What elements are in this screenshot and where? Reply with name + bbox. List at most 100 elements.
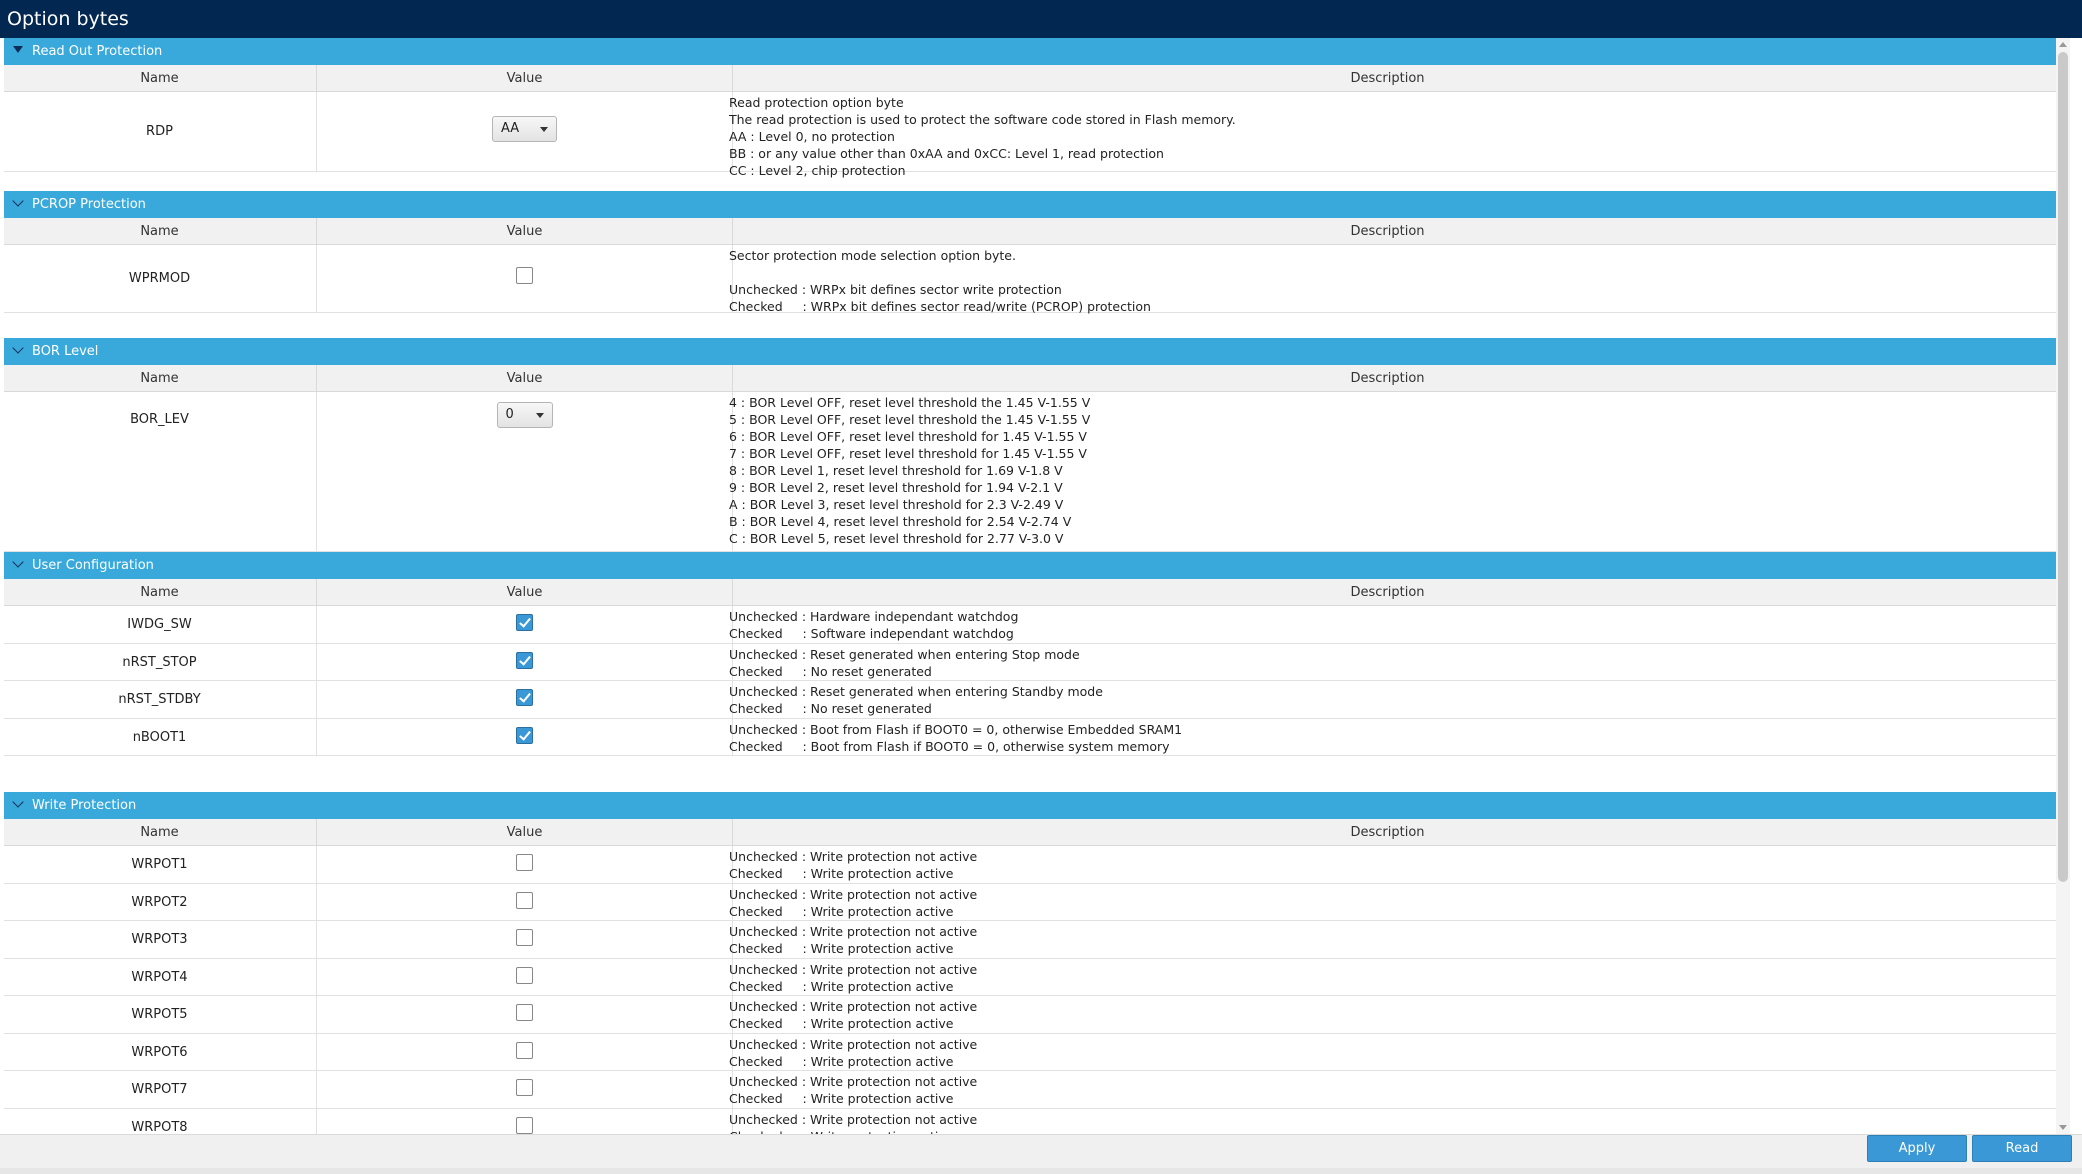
option-name: WRPOT5: [131, 1007, 188, 1022]
option-name: nBOOT1: [132, 729, 187, 745]
table-row: WRPOT8 Unchecked : Write protection not …: [4, 1109, 2056, 1134]
table-row: WRPOT5 Unchecked : Write protection not …: [4, 996, 2056, 1034]
column-name-header: Name: [140, 825, 179, 840]
wprmod-checkbox[interactable]: [516, 267, 533, 284]
scroll-up-arrow-icon[interactable]: [2059, 42, 2067, 47]
column-name-header: Name: [140, 585, 179, 600]
table-row: BOR_LEV 0 4 : BOR Level OFF, reset level…: [4, 392, 2056, 552]
section-header-bor-level[interactable]: BOR Level: [4, 338, 2056, 365]
table-row: IWDG_SW Unchecked : Hardware independant…: [4, 606, 2056, 644]
wrpot5-checkbox[interactable]: [516, 1004, 533, 1021]
value-cell: [316, 245, 733, 312]
option-name: BOR_LEV: [130, 412, 189, 427]
table-row: nRST_STDBY Unchecked : Reset generated w…: [4, 681, 2056, 719]
section-header-user-configuration[interactable]: User Configuration: [4, 552, 2056, 579]
vertical-scrollbar[interactable]: [2056, 38, 2070, 1134]
option-name: WRPOT8: [131, 1120, 188, 1134]
section-title: BOR Level: [32, 344, 99, 359]
value-cell: [316, 921, 733, 958]
column-value-header: Value: [316, 579, 733, 606]
value-cell: AA: [316, 92, 733, 171]
column-value-header: Value: [316, 819, 733, 846]
section-title: Read Out Protection: [32, 44, 163, 59]
select-value: 0: [505, 407, 514, 422]
caret-down-icon: [540, 126, 548, 132]
option-name: nRST_STDBY: [118, 692, 201, 707]
option-description: 4 : BOR Level OFF, reset level threshold…: [729, 395, 1091, 546]
scrollbar-thumb[interactable]: [2058, 52, 2068, 882]
table-row: WPRMOD Sector protection mode selection …: [4, 245, 2056, 314]
column-header-row: Name Value Description: [4, 65, 2056, 92]
option-name: WRPOT4: [131, 969, 188, 985]
apply-button[interactable]: Apply: [1867, 1135, 1967, 1162]
table-row: WRPOT3 Unchecked : Write protection not …: [4, 921, 2056, 959]
wrpot1-checkbox[interactable]: [516, 854, 533, 871]
option-name: WRPOT6: [131, 1044, 188, 1060]
option-name: RDP: [146, 124, 173, 139]
wrpot2-checkbox[interactable]: [516, 891, 533, 909]
column-description-header: Description: [1350, 585, 1425, 600]
section-header-read-out-protection[interactable]: Read Out Protection: [4, 38, 2056, 65]
section-title: User Configuration: [32, 558, 154, 573]
wrpot8-checkbox[interactable]: [516, 1117, 533, 1134]
column-value-header: Value: [316, 365, 733, 392]
value-cell: [316, 846, 733, 883]
option-description: Unchecked : Write protection not active …: [729, 1074, 978, 1106]
section-title: Write Protection: [32, 798, 137, 813]
column-name-header: Name: [140, 71, 179, 86]
option-description: Unchecked : Write protection not active …: [729, 1037, 978, 1069]
option-description: Unchecked : Reset generated when enterin…: [729, 647, 1080, 679]
nboot1-checkbox[interactable]: [516, 726, 533, 744]
value-cell: [316, 996, 733, 1033]
iwdg-sw-checkbox[interactable]: [516, 614, 533, 631]
option-description: Read protection option byte The read pro…: [729, 95, 1236, 178]
read-button[interactable]: Read: [1972, 1135, 2072, 1162]
column-header-row: Name Value Description: [4, 218, 2056, 245]
option-name: WRPOT3: [131, 932, 188, 947]
bottom-divider: [0, 1168, 2082, 1174]
column-description-header: Description: [1350, 371, 1425, 386]
table-row: WRPOT7 Unchecked : Write protection not …: [4, 1071, 2056, 1109]
wrpot7-checkbox[interactable]: [516, 1079, 533, 1096]
column-name-header: Name: [140, 224, 179, 239]
column-value-header: Value: [316, 218, 733, 245]
option-description: Unchecked : Hardware independant watchdo…: [729, 609, 1019, 641]
window-title: Option bytes: [0, 0, 2082, 38]
option-description: Unchecked : Write protection not active …: [729, 887, 978, 919]
scroll-down-arrow-icon[interactable]: [2059, 1125, 2067, 1130]
wrpot3-checkbox[interactable]: [516, 929, 533, 946]
nrst-stop-checkbox[interactable]: [516, 651, 533, 669]
footer-bar: [0, 1134, 2082, 1174]
table-row: nRST_STOP Unchecked : Reset generated wh…: [4, 644, 2056, 681]
option-description: Unchecked : Write protection not active …: [729, 924, 978, 956]
value-cell: [316, 606, 733, 643]
value-cell: [316, 719, 733, 755]
table-row: RDP AA Read protection option byte The r…: [4, 92, 2056, 178]
option-name: nRST_STOP: [122, 654, 197, 670]
option-name: IWDG_SW: [127, 617, 192, 632]
wrpot6-checkbox[interactable]: [516, 1041, 533, 1059]
table-row: nBOOT1 Unchecked : Boot from Flash if BO…: [4, 719, 2056, 756]
option-description: Unchecked : Write protection not active …: [729, 1112, 978, 1134]
table-row: WRPOT6 Unchecked : Write protection not …: [4, 1034, 2056, 1071]
option-description: Unchecked : Write protection not active …: [729, 962, 978, 994]
option-description: Unchecked : Write protection not active …: [729, 849, 978, 881]
column-description-header: Description: [1350, 224, 1425, 239]
value-cell: [316, 1071, 733, 1108]
chevron-down-icon: [12, 195, 24, 207]
wrpot4-checkbox[interactable]: [516, 966, 533, 984]
value-cell: [316, 1034, 733, 1070]
option-name: WPRMOD: [128, 271, 191, 286]
section-title: PCROP Protection: [32, 197, 146, 212]
bor-lev-select[interactable]: 0: [496, 402, 553, 428]
table-row: WRPOT1 Unchecked : Write protection not …: [4, 846, 2056, 884]
section-header-write-protection[interactable]: Write Protection: [4, 792, 2056, 819]
section-header-pcrop-protection[interactable]: PCROP Protection: [4, 191, 2056, 218]
column-value-header: Value: [316, 65, 733, 92]
chevron-down-icon: [12, 556, 24, 568]
column-header-row: Name Value Description: [4, 819, 2056, 846]
column-description-header: Description: [1350, 825, 1425, 840]
select-value: AA: [501, 120, 520, 136]
nrst-stdby-checkbox[interactable]: [516, 689, 533, 706]
rdp-select[interactable]: AA: [492, 115, 557, 142]
